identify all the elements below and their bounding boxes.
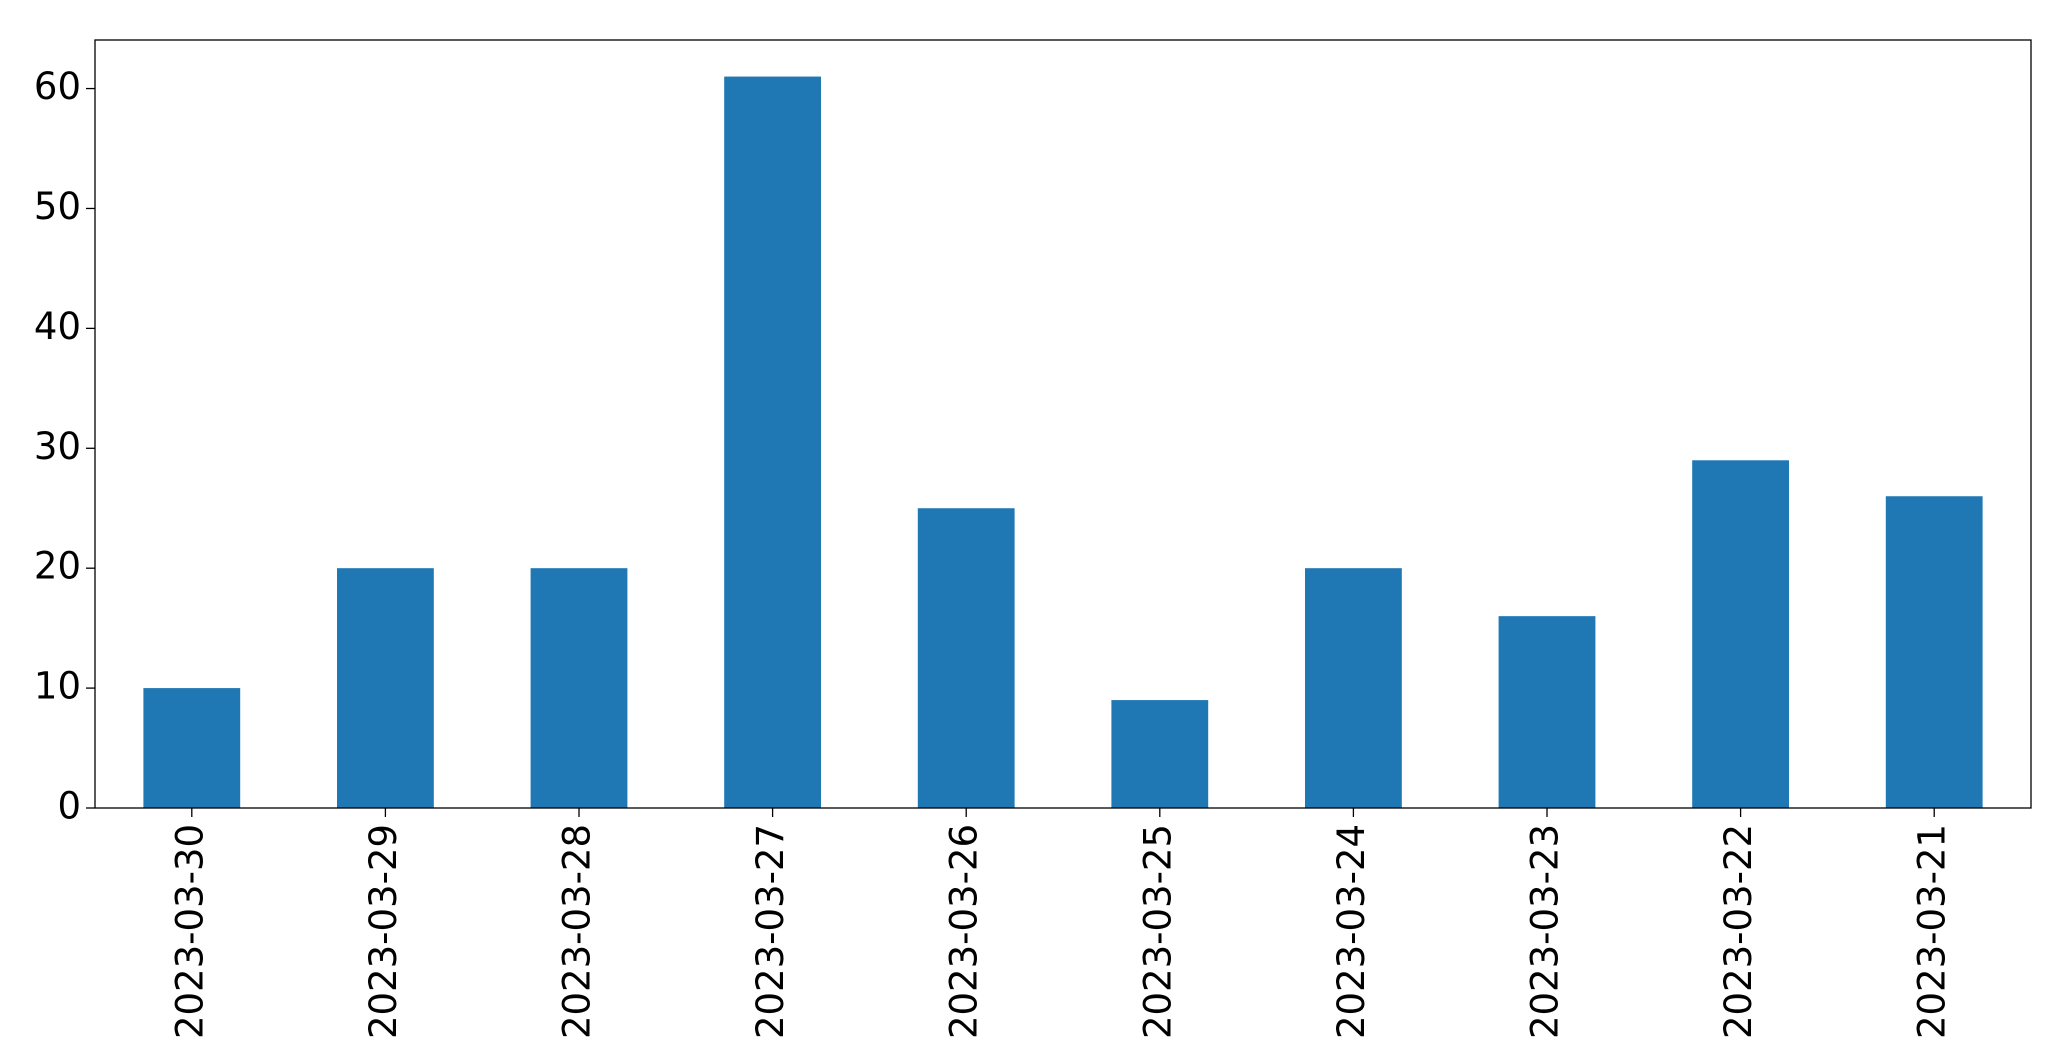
x-tick-label: 2023-03-25 [1136,824,1179,1039]
bar [1498,616,1596,808]
y-tick-label: 50 [34,185,81,228]
x-tick-label: 2023-03-23 [1524,824,1567,1039]
y-tick-label: 30 [34,425,81,468]
y-tick-label: 40 [34,305,81,348]
bar [1111,700,1209,808]
x-tick-label: 2023-03-29 [362,824,405,1039]
x-tick-label: 2023-03-22 [1717,824,1760,1039]
bar [143,688,241,808]
bar [1692,460,1789,808]
y-tick-label: 10 [34,665,81,708]
plot-frame [94,39,2032,809]
x-tick-label: 2023-03-26 [943,824,986,1039]
x-tick-label: 2023-03-27 [749,824,792,1039]
bar [917,508,1015,808]
bar [1885,496,1983,808]
y-tick-label: 20 [34,545,81,588]
bar [1305,568,1402,808]
bar [530,568,628,808]
x-tick-label: 2023-03-21 [1911,824,1954,1039]
x-tick-label: 2023-03-24 [1330,824,1373,1039]
y-tick-label: 0 [57,785,81,828]
x-tick-label: 2023-03-30 [168,824,211,1039]
bar [337,568,434,808]
x-tick-label: 2023-03-28 [556,824,599,1039]
bar [724,76,821,809]
y-tick-label: 60 [34,65,81,108]
